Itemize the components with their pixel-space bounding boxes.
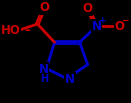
- Text: N: N: [92, 20, 102, 33]
- Text: +: +: [99, 16, 107, 25]
- Text: N: N: [65, 73, 75, 86]
- Text: O: O: [39, 1, 49, 14]
- Text: −: −: [121, 16, 129, 25]
- Text: HO: HO: [0, 24, 20, 37]
- Text: N: N: [39, 63, 49, 76]
- Text: H: H: [40, 74, 48, 84]
- Text: –: –: [25, 24, 31, 37]
- Text: O: O: [83, 2, 93, 15]
- Text: O: O: [115, 20, 125, 33]
